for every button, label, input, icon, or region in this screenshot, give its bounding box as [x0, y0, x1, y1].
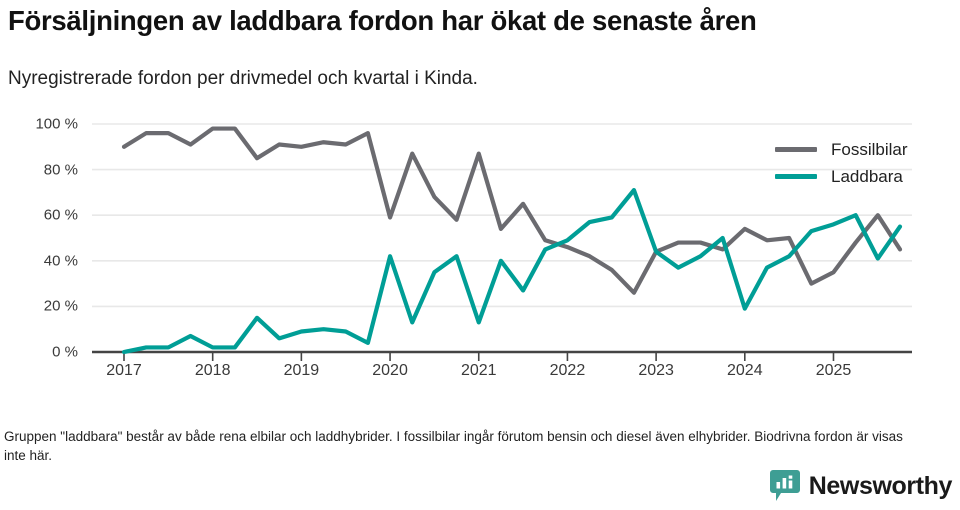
y-axis-tick-label: 80 %	[43, 161, 78, 179]
brand-name: Newsworthy	[808, 471, 953, 500]
chart-footnote: Gruppen "laddbara" består av både rena e…	[4, 429, 903, 464]
x-axis-tick-label: 2017	[106, 362, 142, 379]
x-axis-tick-label: 2019	[283, 362, 320, 379]
bar-chart-bubble-icon	[769, 470, 800, 501]
x-axis-tick-label: 2018	[194, 362, 231, 379]
y-axis-tick-label: 40 %	[43, 252, 78, 270]
page-title: Försäljningen av laddbara fordon har öka…	[8, 5, 757, 36]
chart-subtitle: Nyregistrerade fordon per drivmedel och …	[8, 68, 478, 89]
legend-item-fossilbilar[interactable]: Fossilbilar	[775, 136, 908, 163]
chart-legend: Fossilbilar Laddbara	[775, 136, 908, 190]
x-axis-tick-label: 2020	[372, 362, 408, 379]
legend-item-laddbara[interactable]: Laddbara	[775, 163, 908, 190]
legend-swatch-laddbara	[775, 174, 817, 179]
newsworthy-logo[interactable]: Newsworthy	[769, 470, 953, 502]
x-axis-tick-label: 2025	[815, 362, 852, 379]
series-line-laddbara	[121, 188, 903, 355]
y-axis-tick-label: 60 %	[43, 206, 78, 224]
x-axis-tick-label: 2021	[460, 362, 497, 379]
legend-swatch-fossilbilar	[775, 147, 817, 152]
y-axis-tick-label: 20 %	[43, 297, 78, 315]
y-axis-tick-label: 0 %	[52, 343, 78, 361]
x-axis-tick-label: 2024	[727, 362, 763, 379]
x-axis-tick-label: 2023	[638, 362, 674, 379]
y-axis-tick-label: 100 %	[35, 115, 78, 133]
legend-label-fossilbilar: Fossilbilar	[831, 139, 908, 159]
legend-label-laddbara: Laddbara	[831, 166, 903, 186]
x-axis-tick-label: 2022	[549, 362, 586, 379]
